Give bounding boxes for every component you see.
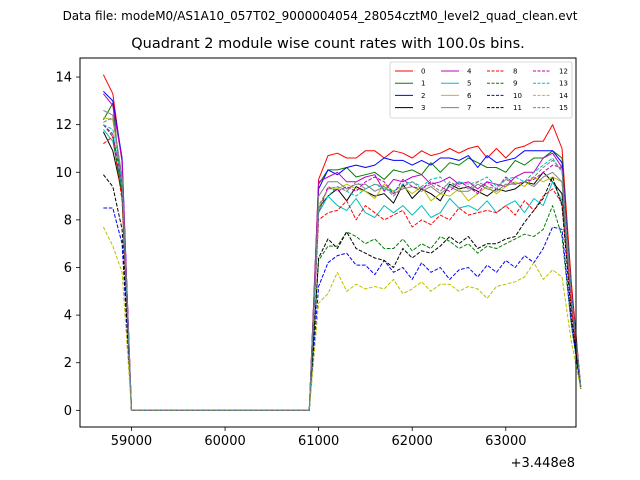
y-tick-label: 14 [55,71,72,86]
legend-label-4: 4 [467,68,472,76]
series-line-15 [103,117,582,411]
y-tick-label: 8 [64,213,72,228]
legend-label-11: 11 [513,104,522,112]
x-tick-label: 63000 [485,434,526,449]
series-line-11 [103,174,582,411]
y-tick-label: 6 [64,261,72,276]
series-line-2 [103,90,582,411]
plot-lines [102,74,582,411]
y-tick-label: 10 [55,166,72,181]
chart-title: Quadrant 2 module wise count rates with … [131,36,525,52]
legend-label-3: 3 [421,104,425,112]
y-tick-label: 2 [64,356,72,371]
series-line-4 [103,93,582,411]
legend-box [389,61,573,119]
y-tick-label: 4 [64,309,72,324]
y-tick-label: 0 [64,404,72,419]
x-tick-label: 60000 [204,434,245,449]
legend-label-9: 9 [513,80,517,88]
series-line-3 [102,131,582,411]
series-line-10 [103,207,582,411]
legend-label-1: 1 [421,80,425,88]
plot-frame [79,57,577,428]
x-tick-label: 62000 [392,434,433,449]
y-tick-label: 12 [55,118,72,133]
legend-label-6: 6 [467,92,472,100]
legend-label-0: 0 [421,68,425,76]
legend-label-13: 13 [559,80,568,88]
legend-label-7: 7 [467,104,471,112]
suptitle: Data file: modeM0/AS1A10_057T02_90000040… [63,9,578,23]
legend-label-8: 8 [513,68,517,76]
legend-label-2: 2 [421,92,425,100]
series-line-6 [103,117,582,411]
legend-label-5: 5 [467,80,471,88]
y-axis: 0 2 4 6 8 10 12 14 [55,71,80,419]
x-tick-label: 61000 [298,434,339,449]
series-line-1 [102,102,582,411]
x-offset-label: +3.448e8 [511,456,575,471]
legend-label-14: 14 [559,92,568,100]
legend-label-12: 12 [559,68,568,76]
x-axis: 59000 60000 61000 62000 63000 [111,427,526,449]
x-tick-label: 59000 [111,434,152,449]
legend-label-10: 10 [513,92,522,100]
legend-label-15: 15 [559,104,568,112]
